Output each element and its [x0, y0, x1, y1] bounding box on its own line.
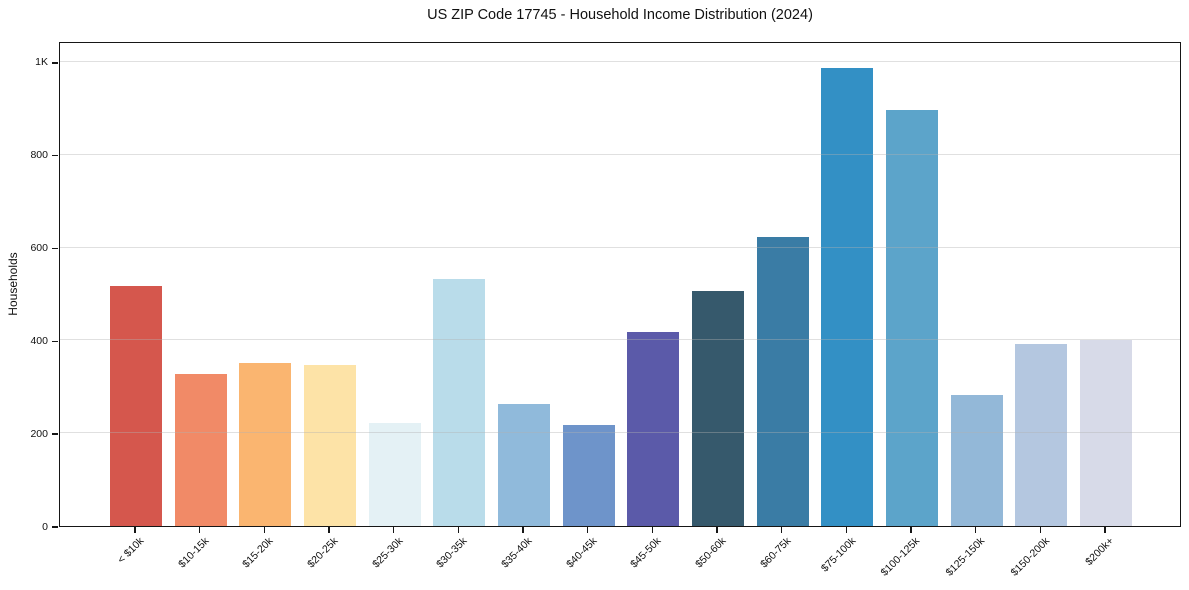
bar-10k	[110, 285, 162, 526]
x-tick-mark	[1039, 527, 1042, 533]
bars-layer	[60, 43, 1180, 526]
x-tick-label: < $10k	[115, 535, 147, 566]
y-tick-label: 1K	[35, 56, 48, 69]
x-tick-label: $200k+	[1083, 535, 1117, 569]
y-tick-label: 800	[30, 149, 48, 162]
bar-15-20k	[239, 363, 292, 526]
x-tick-mark	[263, 527, 266, 533]
y-tick-label: 400	[30, 334, 48, 347]
x-tick-label: $125-150k	[943, 535, 988, 579]
bar-60-75k	[756, 237, 809, 526]
x-tick-mark	[780, 527, 783, 533]
x-tick-label: $25-30k	[369, 535, 406, 571]
bar-200k	[1080, 340, 1132, 526]
plot-area	[59, 42, 1181, 527]
chart-title: US ZIP Code 17745 - Household Income Dis…	[427, 7, 813, 23]
x-tick-label: $75-100k	[818, 535, 858, 575]
x-tick-mark	[457, 527, 460, 533]
x-tick-mark	[134, 527, 136, 533]
x-tick-mark	[716, 527, 718, 533]
x-tick-mark	[974, 527, 977, 533]
gridline-600	[60, 246, 1180, 248]
x-tick-label: $45-50k	[628, 535, 664, 571]
x-tick-mark	[392, 527, 395, 533]
bar-50-60k	[692, 291, 744, 526]
bar-20-25k	[304, 364, 356, 526]
bar-35-40k	[498, 403, 550, 526]
y-tick-mark	[52, 62, 58, 64]
bar-75-100k	[821, 67, 874, 526]
x-tick-mark	[845, 527, 848, 533]
x-tick-mark	[328, 527, 330, 533]
x-tick-label: $15-20k	[240, 535, 276, 571]
gridline-200	[60, 432, 1180, 434]
x-tick-mark	[198, 527, 201, 533]
y-tick-mark	[52, 433, 58, 435]
bar-40-45k	[562, 424, 615, 526]
bar-45-50k	[627, 332, 680, 526]
y-tick-label: 200	[30, 427, 48, 440]
gridline-400	[60, 339, 1180, 341]
x-tick-label: $50-60k	[693, 535, 729, 571]
y-tick-label: 0	[42, 520, 48, 533]
x-tick-mark	[651, 527, 654, 533]
x-tick-mark	[910, 527, 912, 533]
x-tick-label: $60-75k	[757, 535, 794, 571]
x-tick-label: $20-25k	[305, 535, 341, 571]
y-axis-label: Households	[6, 252, 20, 316]
y-tick-label: 600	[30, 242, 48, 255]
x-tick-label: $40-45k	[563, 535, 600, 571]
x-tick-mark	[522, 527, 524, 533]
x-tick-label: $100-125k	[878, 535, 923, 579]
gridline-800	[60, 153, 1180, 155]
bar-125-150k	[950, 395, 1003, 526]
bar-150-200k	[1015, 344, 1068, 526]
x-tick-mark	[1104, 527, 1106, 533]
y-tick-mark	[52, 247, 58, 250]
x-tick-label: $30-35k	[434, 535, 470, 571]
bar-30-35k	[433, 278, 486, 526]
x-tick-label: $150-200k	[1008, 535, 1052, 579]
y-tick-mark	[52, 155, 58, 157]
gridlines-layer	[60, 43, 1180, 526]
gridline-1000	[60, 60, 1180, 62]
bar-100-125k	[886, 109, 938, 526]
y-tick-mark	[52, 526, 58, 528]
bar-10-15k	[174, 374, 227, 526]
x-tick-label: $10-15k	[175, 535, 212, 571]
y-tick-mark	[52, 340, 58, 343]
x-tick-label: $35-40k	[499, 535, 535, 571]
bar-25-30k	[368, 422, 421, 526]
x-tick-mark	[586, 527, 589, 533]
